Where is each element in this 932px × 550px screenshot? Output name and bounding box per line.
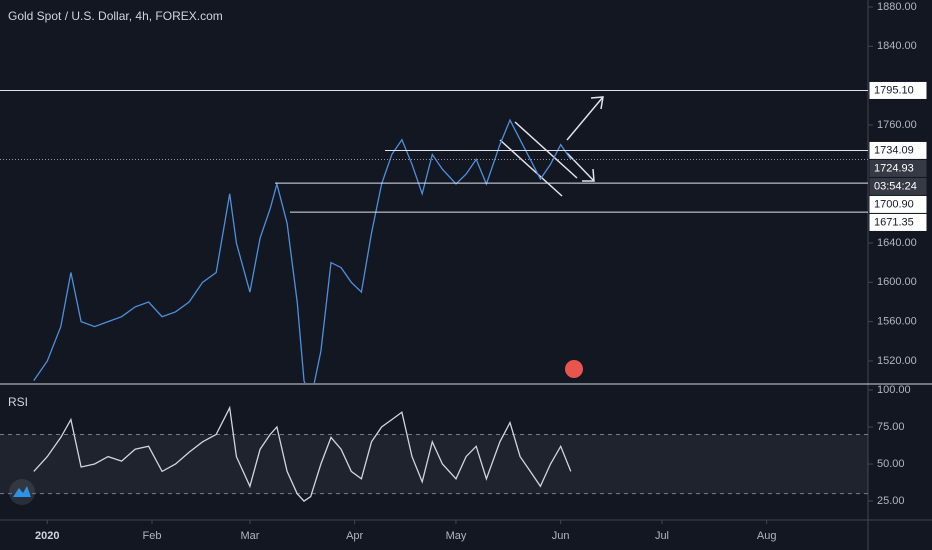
y-tick-label: 50.00: [877, 458, 905, 470]
x-tick-label: May: [446, 530, 467, 542]
drawings: [499, 96, 604, 197]
x-tick-label: Apr: [346, 530, 363, 542]
price-label-box: [868, 212, 928, 232]
y-tick-label: 100.00: [877, 384, 911, 396]
price-label: 1724.93: [874, 162, 914, 174]
x-tick-label: Jul: [655, 530, 669, 542]
price-label: 1734.09: [874, 144, 914, 156]
y-tick-label: 1760.00: [877, 119, 917, 131]
y-tick-label: 1640.00: [877, 237, 917, 249]
price-label: 1700.90: [874, 198, 914, 210]
rsi-title: RSI: [8, 395, 28, 409]
logo-icon: [13, 486, 31, 497]
x-tick-label: Mar: [240, 530, 259, 542]
y-tick-label: 1840.00: [877, 40, 917, 52]
y-tick-label: 1560.00: [877, 316, 917, 328]
price-label: 1671.35: [874, 216, 914, 228]
y-tick-label: 1880.00: [877, 1, 917, 13]
x-tick-label: Jun: [552, 530, 570, 542]
price-label-box: [868, 80, 928, 100]
y-tick-label: 25.00: [877, 495, 905, 507]
y-tick-label: 75.00: [877, 421, 905, 433]
y-tick-label: 1600.00: [877, 276, 917, 288]
y-tick-label: 1520.00: [877, 355, 917, 367]
x-tick-label: 2020: [35, 530, 59, 542]
event-badge[interactable]: [565, 360, 583, 378]
price-line: [33, 118, 572, 383]
rsi-line: [33, 405, 572, 502]
price-label: 03:54:24: [874, 180, 917, 192]
chart-title: Gold Spot / U.S. Dollar, 4h, FOREX.com: [8, 9, 223, 23]
price-label: 1795.10: [874, 84, 914, 96]
rsi-band: [0, 434, 868, 494]
x-tick-label: Feb: [143, 530, 162, 542]
x-tick-label: Aug: [757, 530, 777, 542]
